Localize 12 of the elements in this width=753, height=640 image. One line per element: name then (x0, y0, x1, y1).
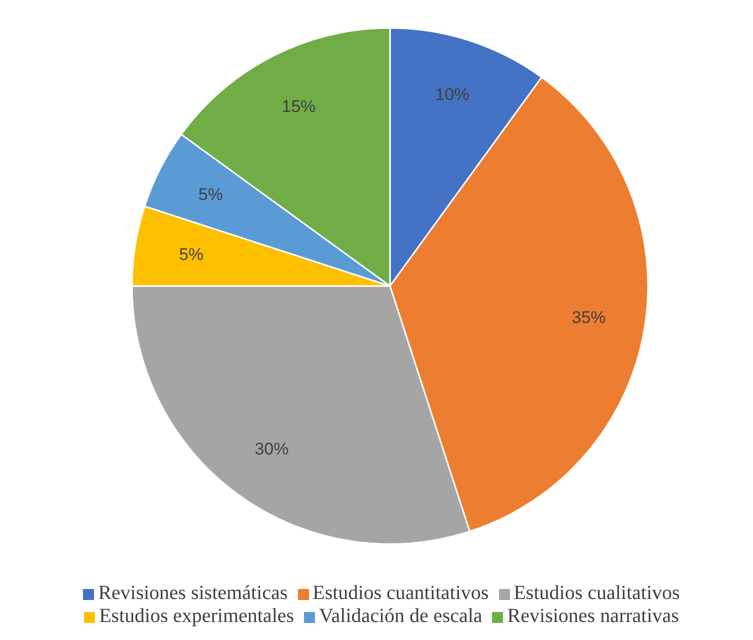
data-label: 15% (282, 97, 316, 116)
legend-label: Estudios cualitativos (514, 582, 680, 604)
data-label: 5% (198, 185, 223, 204)
data-label: 35% (572, 308, 606, 327)
data-label: 30% (254, 439, 289, 458)
data-label: 5% (178, 245, 204, 264)
legend-label: Revisiones narrativas (507, 605, 679, 627)
legend-label: Revisiones sistemáticas (98, 582, 288, 604)
data-label: 10% (435, 85, 470, 104)
legend-label: Estudios cuantitativos (312, 582, 489, 604)
legend-label: Validación de escala (319, 605, 482, 627)
legend-label: Estudios experimentales (99, 605, 294, 627)
